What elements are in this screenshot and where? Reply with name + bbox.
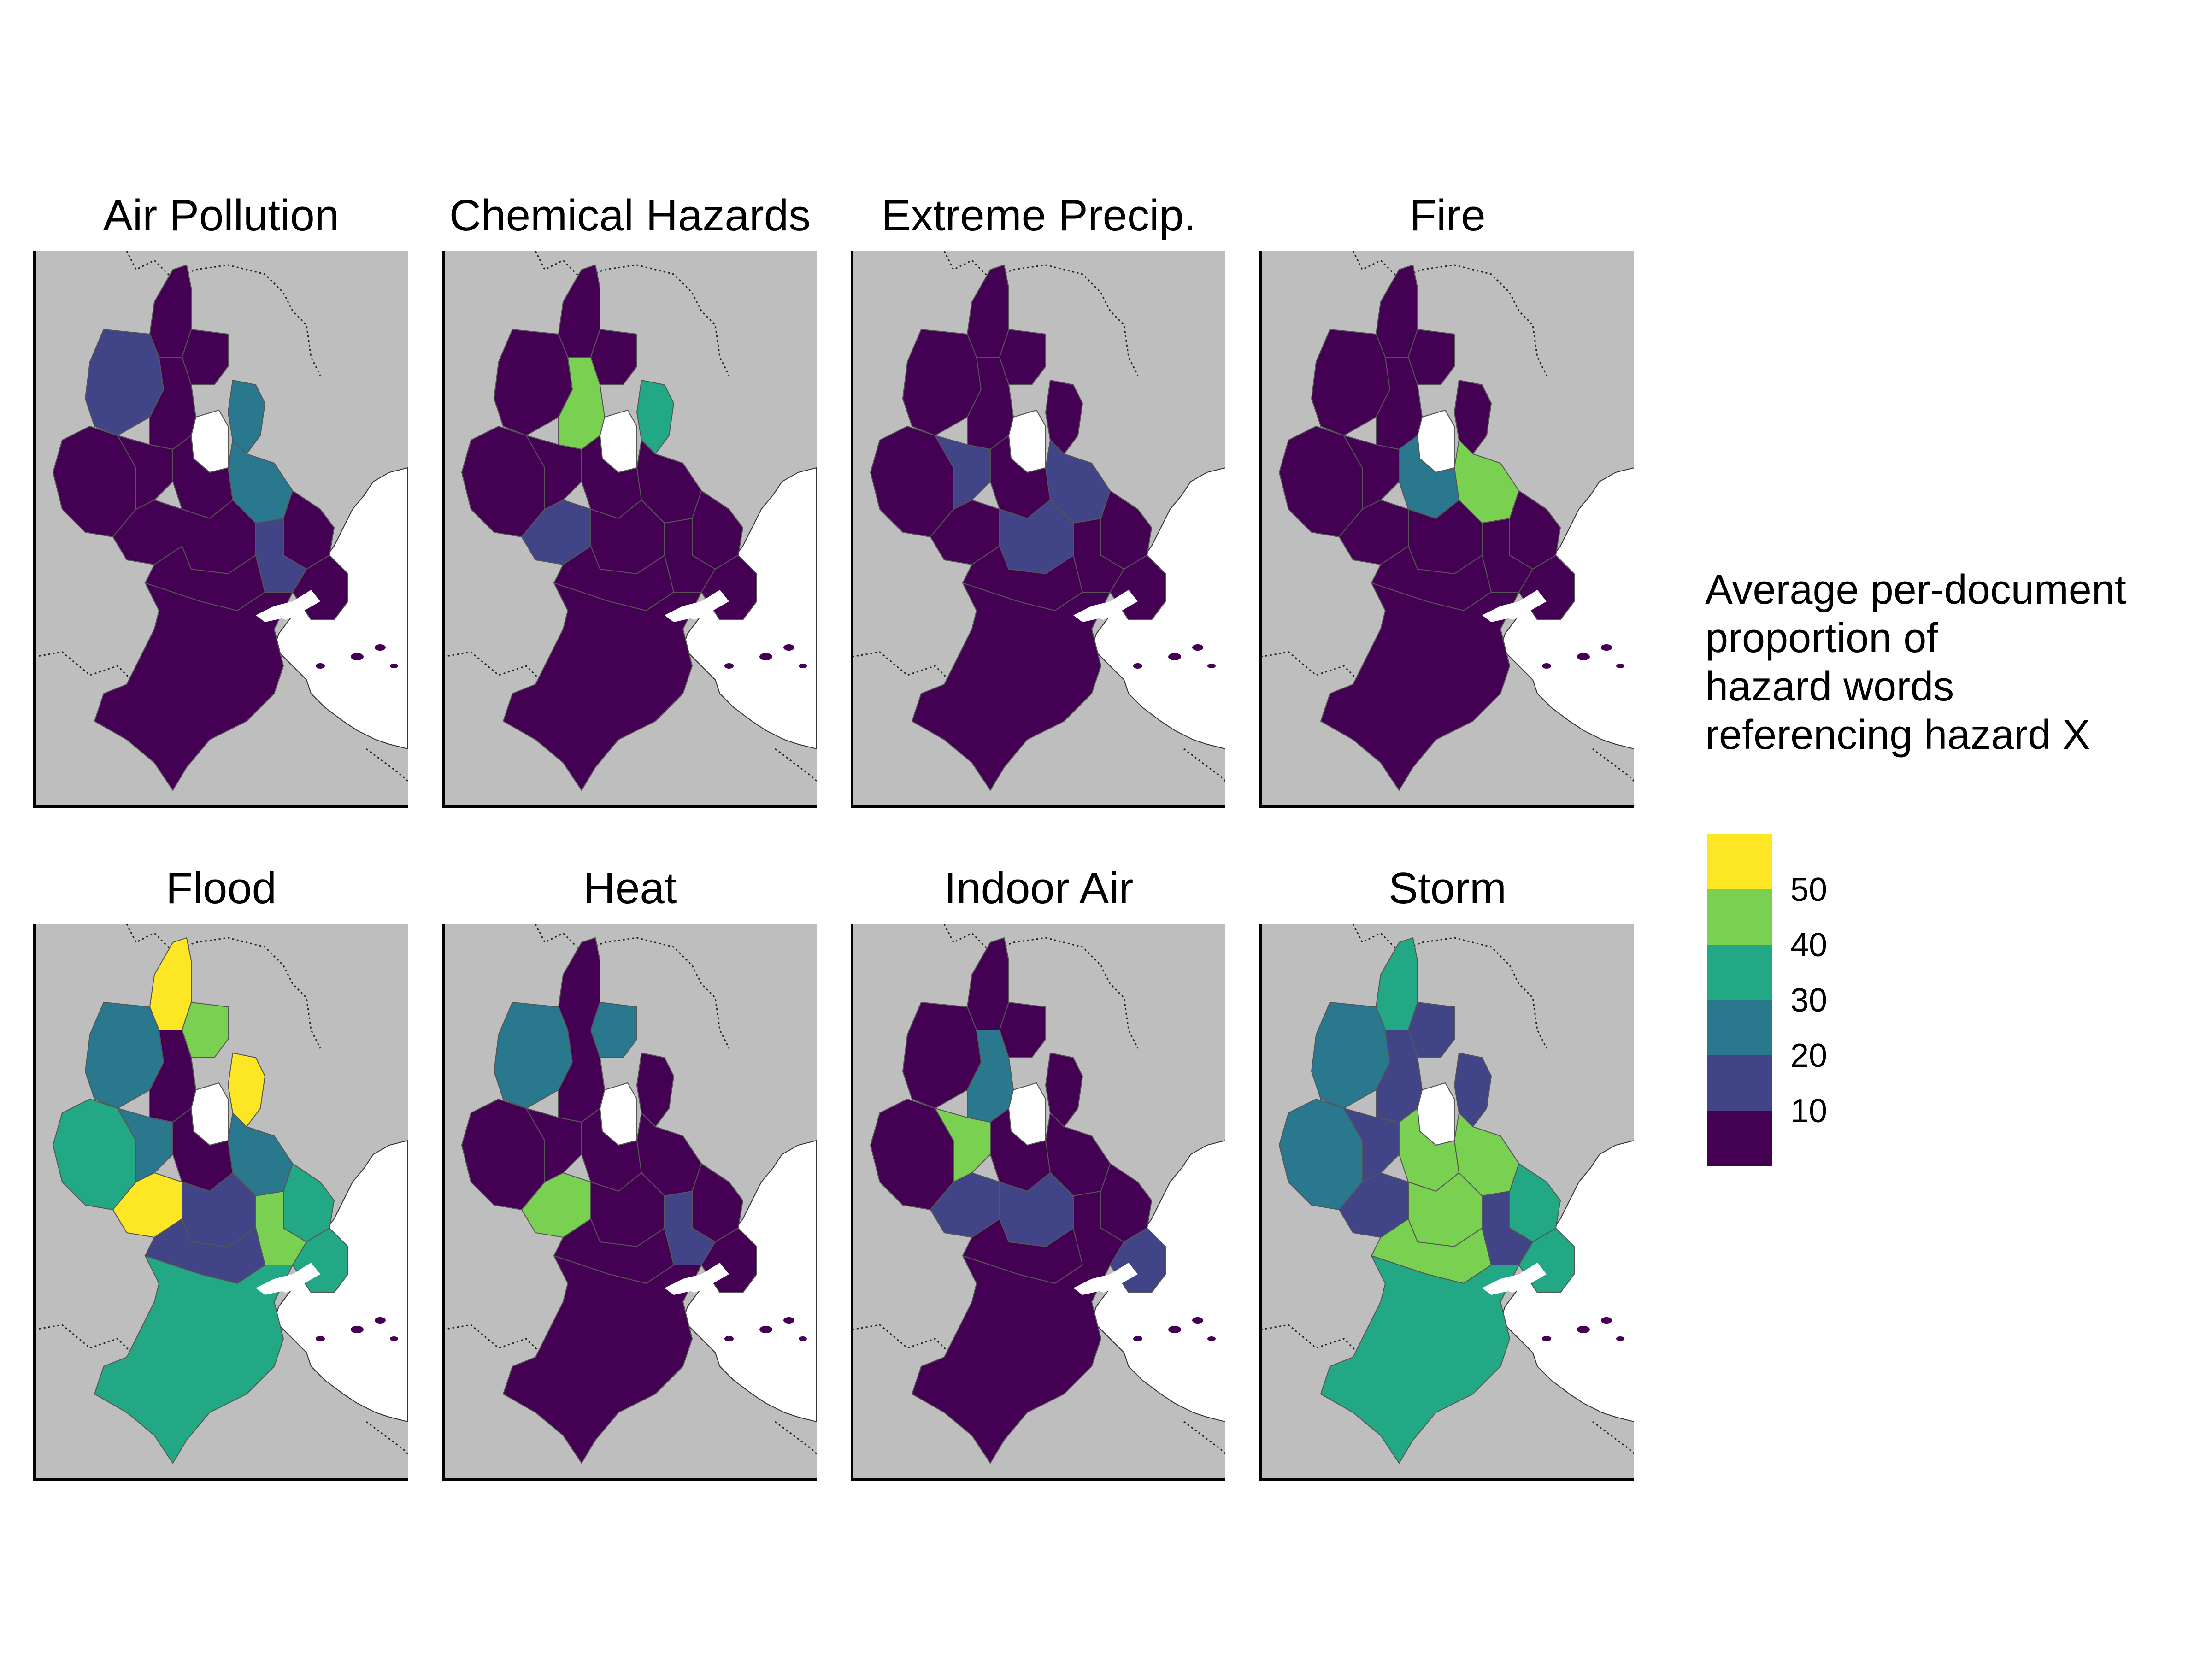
panel-heat: Heat: [442, 864, 817, 1481]
panel-extreme-precip: Extreme Precip.: [851, 191, 1225, 808]
neighborhood-center-west: [116, 1107, 173, 1183]
neighborhood-center-west: [934, 1107, 991, 1183]
neighborhood-north-west: [1311, 329, 1391, 436]
panel-axis-frame: [1259, 251, 1634, 808]
panel-map: [35, 251, 408, 806]
panel-indoor-air: Indoor Air: [851, 864, 1225, 1481]
river-inlet: [256, 1263, 320, 1295]
neighborhood-north-east-2: [636, 379, 675, 455]
neighborhood-south: [1320, 582, 1520, 791]
neighborhood-center-west: [1342, 435, 1400, 510]
legend-color-bar: [1707, 834, 1772, 1166]
panel-map: [1261, 924, 1634, 1479]
legend-title-line-2: proportion of: [1705, 615, 1938, 661]
neighborhood-north-east-2: [1453, 379, 1492, 455]
neighborhood-south: [94, 1255, 294, 1464]
panel-air-pollution: Air Pollution: [33, 191, 408, 808]
panel-map: [443, 924, 817, 1479]
unshaded-area: [599, 1082, 637, 1146]
legend-tick-10: 10: [1790, 1093, 1827, 1130]
neighborhood-north-east-2: [636, 1052, 675, 1128]
map-panels: Air Pollution Chemical Hazards Extreme Pre…: [33, 191, 1634, 1481]
legend-title-line-3: hazard words: [1705, 664, 1954, 710]
panel-axis-frame: [851, 924, 1225, 1481]
neighborhood-north-west: [84, 1001, 165, 1109]
unshaded-area: [190, 1082, 229, 1146]
panel-storm: Storm: [1259, 864, 1634, 1481]
unshaded-area: [1008, 409, 1046, 473]
unshaded-area: [599, 409, 637, 473]
panel-map: [1261, 251, 1634, 806]
neighborhood-north-east-2: [1045, 1052, 1083, 1128]
neighborhood-north-west: [1311, 1001, 1391, 1109]
neighborhood-center-west: [525, 435, 582, 510]
panel-title: Chemical Hazards: [449, 191, 811, 240]
neighborhood-north-east-2: [227, 1052, 266, 1128]
legend-tick-20: 20: [1790, 1037, 1827, 1074]
neighborhood-center-west: [525, 1107, 582, 1183]
neighborhood-south: [911, 582, 1111, 791]
legend-title-line-1: Average per-document: [1705, 567, 2126, 613]
river-inlet: [1482, 590, 1547, 622]
legend-swatch-1: [1707, 889, 1772, 945]
panel-axis-frame: [442, 251, 817, 808]
unshaded-area: [1417, 409, 1455, 473]
river-inlet: [665, 1263, 729, 1295]
panel-axis-frame: [851, 251, 1225, 808]
panel-axis-frame: [442, 924, 817, 1481]
neighborhood-south: [1320, 1255, 1520, 1464]
neighborhood-south: [502, 1255, 702, 1464]
legend-title-line-4: referencing hazard X: [1705, 712, 2090, 758]
panel-fire: Fire: [1259, 191, 1634, 808]
legend-swatch-2: [1707, 945, 1772, 1000]
panel-title: Indoor Air: [944, 864, 1134, 913]
neighborhood-north-west: [902, 1001, 982, 1109]
panel-title: Extreme Precip.: [882, 191, 1196, 240]
neighborhood-south: [911, 1255, 1111, 1464]
unshaded-area: [190, 409, 229, 473]
river-inlet: [665, 590, 729, 622]
panel-axis-frame: [1259, 924, 1634, 1481]
legend-swatch-5: [1707, 1111, 1772, 1166]
panel-title: Storm: [1388, 864, 1506, 913]
panel-map: [35, 924, 408, 1479]
panel-axis-frame: [33, 251, 408, 808]
panel-map: [443, 251, 817, 806]
neighborhood-center-west: [934, 435, 991, 510]
panel-map: [852, 924, 1225, 1479]
legend-swatch-4: [1707, 1055, 1772, 1111]
neighborhood-north-west: [84, 329, 165, 436]
legend-tick-50: 50: [1790, 871, 1827, 908]
neighborhood-north-east-2: [227, 379, 266, 455]
panel-title: Heat: [583, 864, 677, 913]
neighborhood-south: [94, 582, 294, 791]
neighborhood-north-west: [493, 1001, 573, 1109]
panel-flood: Flood: [33, 864, 408, 1481]
panel-title: Fire: [1409, 191, 1485, 240]
panel-title: Air Pollution: [103, 191, 339, 240]
legend-tick-30: 30: [1790, 982, 1827, 1019]
neighborhood-center-west: [116, 435, 173, 510]
panel-title: Flood: [166, 864, 276, 913]
neighborhood-north-east-2: [1453, 1052, 1492, 1128]
panel-map: [852, 251, 1225, 806]
legend-swatch-0: [1707, 834, 1772, 889]
river-inlet: [256, 590, 320, 622]
unshaded-area: [1008, 1082, 1046, 1146]
neighborhood-center-west: [1342, 1107, 1400, 1183]
neighborhood-north-east-2: [1045, 379, 1083, 455]
legend-swatch-3: [1707, 1000, 1772, 1055]
neighborhood-north-west: [493, 329, 573, 436]
river-inlet: [1073, 1263, 1138, 1295]
neighborhood-south: [502, 582, 702, 791]
legend: Average per-document proportion of hazar…: [1705, 567, 2126, 1166]
neighborhood-north-west: [902, 329, 982, 436]
panel-axis-frame: [33, 924, 408, 1481]
legend-tick-40: 40: [1790, 927, 1827, 964]
river-inlet: [1482, 1263, 1547, 1295]
unshaded-area: [1417, 1082, 1455, 1146]
panel-chemical-hazards: Chemical Hazards: [442, 191, 817, 808]
river-inlet: [1073, 590, 1138, 622]
